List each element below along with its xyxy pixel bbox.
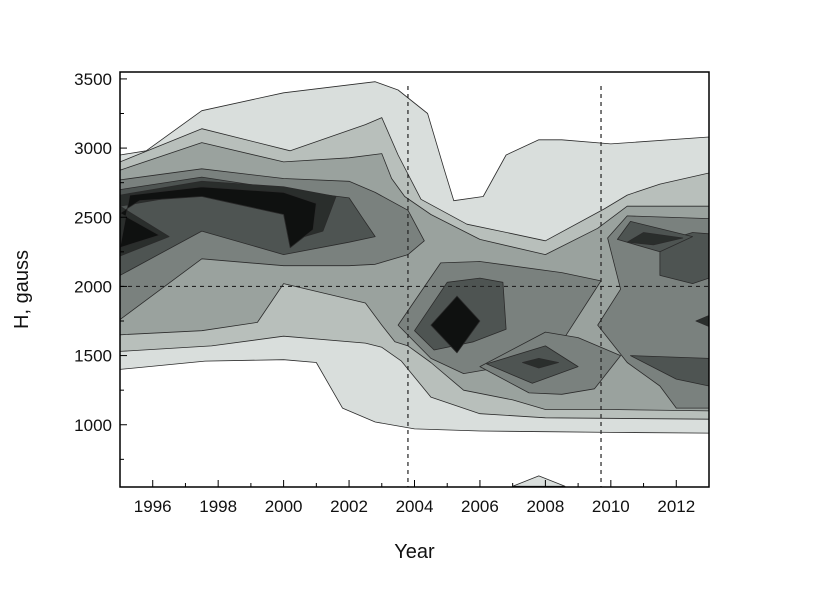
x-tick-label: 2006 [461,497,499,516]
x-axis: 1996 1998 2000 2002 2004 2006 2008 2010 2012 [119,480,710,516]
contour-level-6-region-2 [522,357,559,369]
y-tick-label: 3500 [74,70,112,89]
contour-level-7-region-1 [120,186,317,249]
y-axis: 1000 1500 2000 2500 3000 3500 [74,70,127,460]
x-tick-label: 2010 [592,497,630,516]
contour-level-6-region-3 [626,232,684,246]
contour-level-6-region-4 [695,315,709,327]
x-tick-label: 2000 [265,497,303,516]
x-tick-label: 2012 [657,497,695,516]
x-tick-label: 2004 [396,497,434,516]
x-tick-label: 2008 [526,497,564,516]
y-tick-label: 1000 [74,416,112,435]
contour-level-5-region-4 [630,355,709,387]
x-tick-label: 2002 [330,497,368,516]
y-tick-label: 3000 [74,139,112,158]
reference-lines [120,86,709,487]
y-axis-label: H, gauss [11,250,33,329]
y-tick-label: 1500 [74,347,112,366]
x-tick-label: 1998 [199,497,237,516]
contour-level-7-region-2 [430,295,481,354]
contour-fills [120,72,709,487]
x-axis-label: Year [394,541,435,563]
y-tick-label: 2500 [74,208,112,227]
x-tick-label: 1996 [134,497,172,516]
y-tick-label: 2000 [74,277,112,296]
